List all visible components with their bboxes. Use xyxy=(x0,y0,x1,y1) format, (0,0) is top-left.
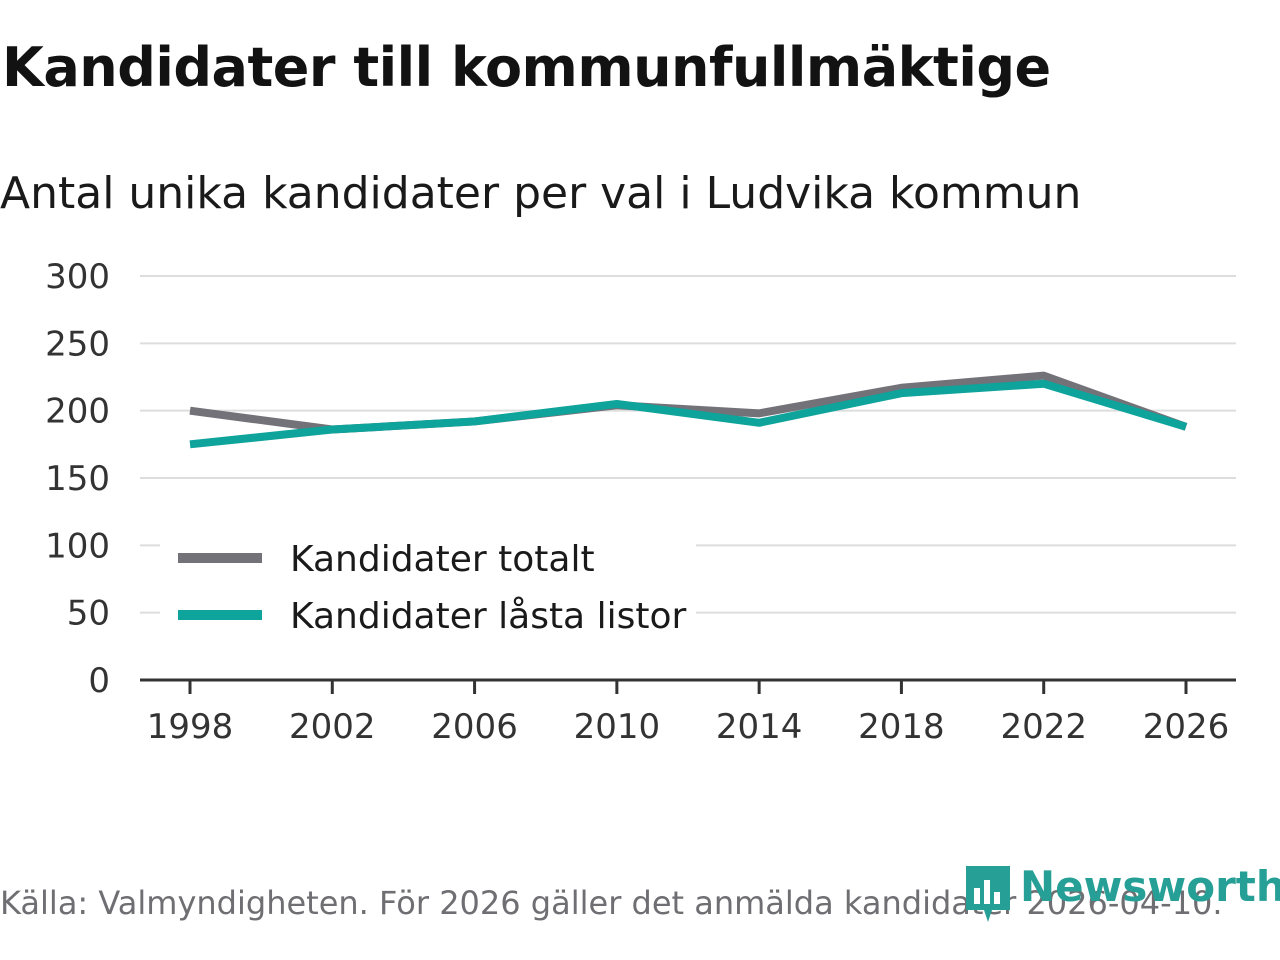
y-tick-label: 300 xyxy=(45,257,110,297)
brand-name: Newsworthy xyxy=(1020,862,1280,911)
newsworthy-logo-icon xyxy=(966,866,1010,922)
x-tick-label: 2010 xyxy=(574,707,661,747)
legend-label: Kandidater låsta listor xyxy=(290,596,686,637)
series-line-kandidater-lasta-listor xyxy=(189,379,1188,449)
y-tick-label: 150 xyxy=(45,459,110,499)
x-tick-label: 2006 xyxy=(431,707,518,747)
brand-logo: Newsworthy xyxy=(962,862,1280,928)
y-tick-label: 0 xyxy=(88,661,110,701)
x-axis-ticks: 1998 2002 2006 2010 2014 2018 2022 2026 xyxy=(147,680,1230,747)
x-tick-label: 2026 xyxy=(1143,707,1230,747)
x-tick-label: 2002 xyxy=(289,707,376,747)
legend: Kandidater totalt Kandidater låsta listor xyxy=(160,530,696,642)
y-tick-label: 200 xyxy=(45,392,110,432)
chart-title: Kandidater till kommunfullmäktige xyxy=(2,36,1051,99)
chart-subtitle: Antal unika kandidater per val i Ludvika… xyxy=(0,168,1082,219)
y-tick-label: 250 xyxy=(45,324,110,364)
x-tick-label: 2022 xyxy=(1000,707,1087,747)
y-tick-label: 100 xyxy=(45,526,110,566)
x-tick-label: 2018 xyxy=(858,707,945,747)
legend-label: Kandidater totalt xyxy=(290,539,595,580)
source-note: Källa: Valmyndigheten. För 2026 gäller d… xyxy=(0,884,1223,922)
series-lines xyxy=(189,371,1188,449)
x-tick-label: 1998 xyxy=(147,707,234,747)
x-tick-label: 2014 xyxy=(716,707,803,747)
legend-background xyxy=(160,530,696,642)
y-axis-ticks: 0 50 100 150 200 250 300 xyxy=(45,257,110,701)
y-tick-label: 50 xyxy=(67,594,110,634)
